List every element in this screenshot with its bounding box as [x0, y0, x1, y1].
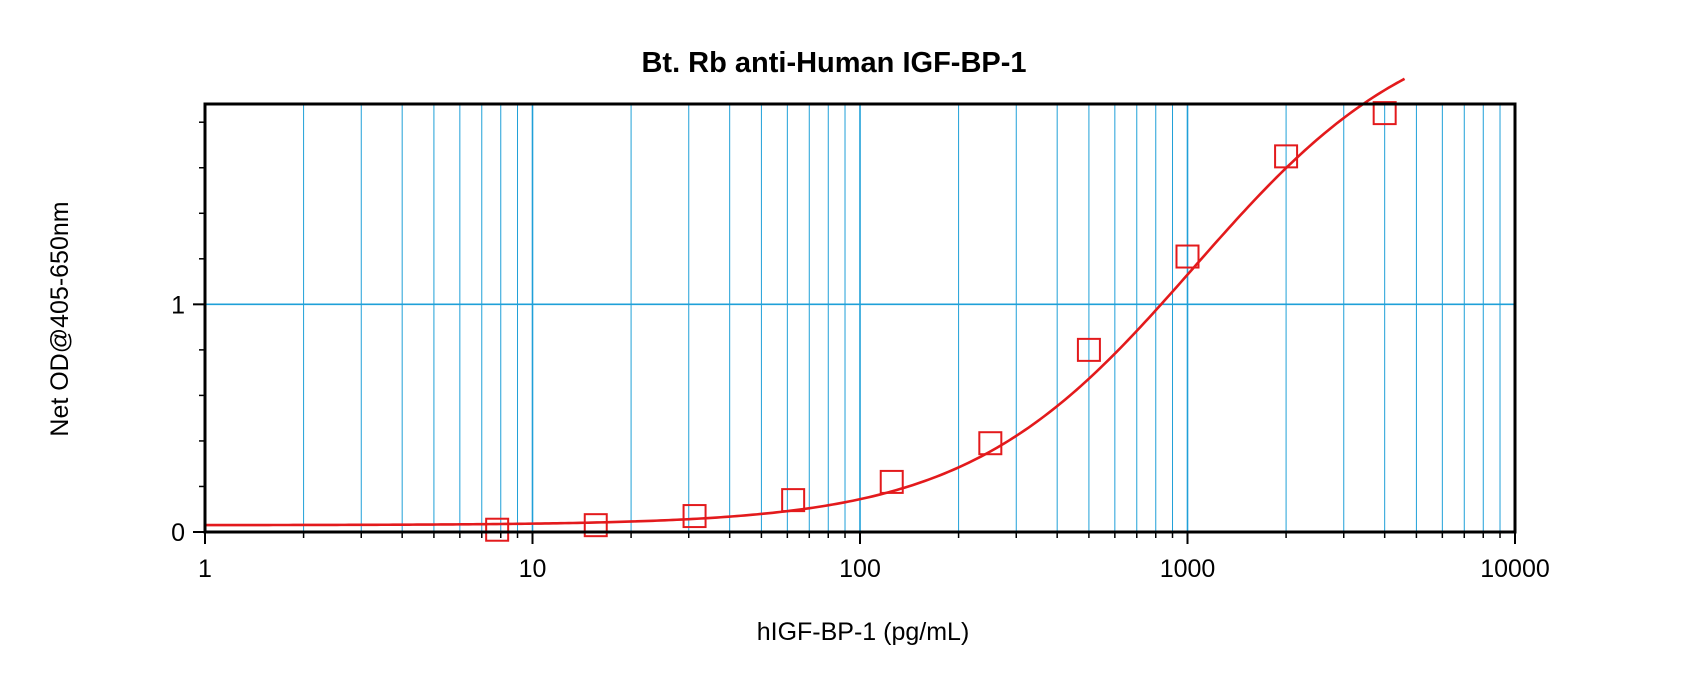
- chart-title: Bt. Rb anti-Human IGF-BP-1: [641, 47, 1026, 79]
- y-tick-label: 0: [171, 519, 185, 547]
- fit-curve-layer: [205, 77, 1406, 527]
- data-point: [1372, 101, 1397, 126]
- x-tick-label: 100: [839, 555, 881, 583]
- data-point: [1274, 144, 1299, 169]
- data-points: [485, 101, 1397, 542]
- data-point: [583, 513, 608, 538]
- data-point: [485, 517, 510, 542]
- y-tick-label: 1: [171, 291, 185, 319]
- data-point: [978, 431, 1003, 456]
- data-point: [879, 469, 904, 494]
- x-tick-label: 10000: [1480, 555, 1550, 583]
- data-point: [781, 488, 806, 513]
- data-point: [1175, 244, 1200, 269]
- x-axis-label: hIGF-BP-1 (pg/mL): [757, 618, 970, 646]
- x-tick-label: 10: [519, 555, 547, 583]
- data-point: [682, 504, 707, 529]
- x-tick-label: 1000: [1160, 555, 1216, 583]
- fit-curve: [205, 77, 1406, 527]
- data-point: [1076, 337, 1101, 362]
- x-tick-label: 1: [198, 555, 212, 583]
- y-axis-label: Net OD@405-650nm: [46, 201, 74, 436]
- grid-lines: [205, 104, 1515, 532]
